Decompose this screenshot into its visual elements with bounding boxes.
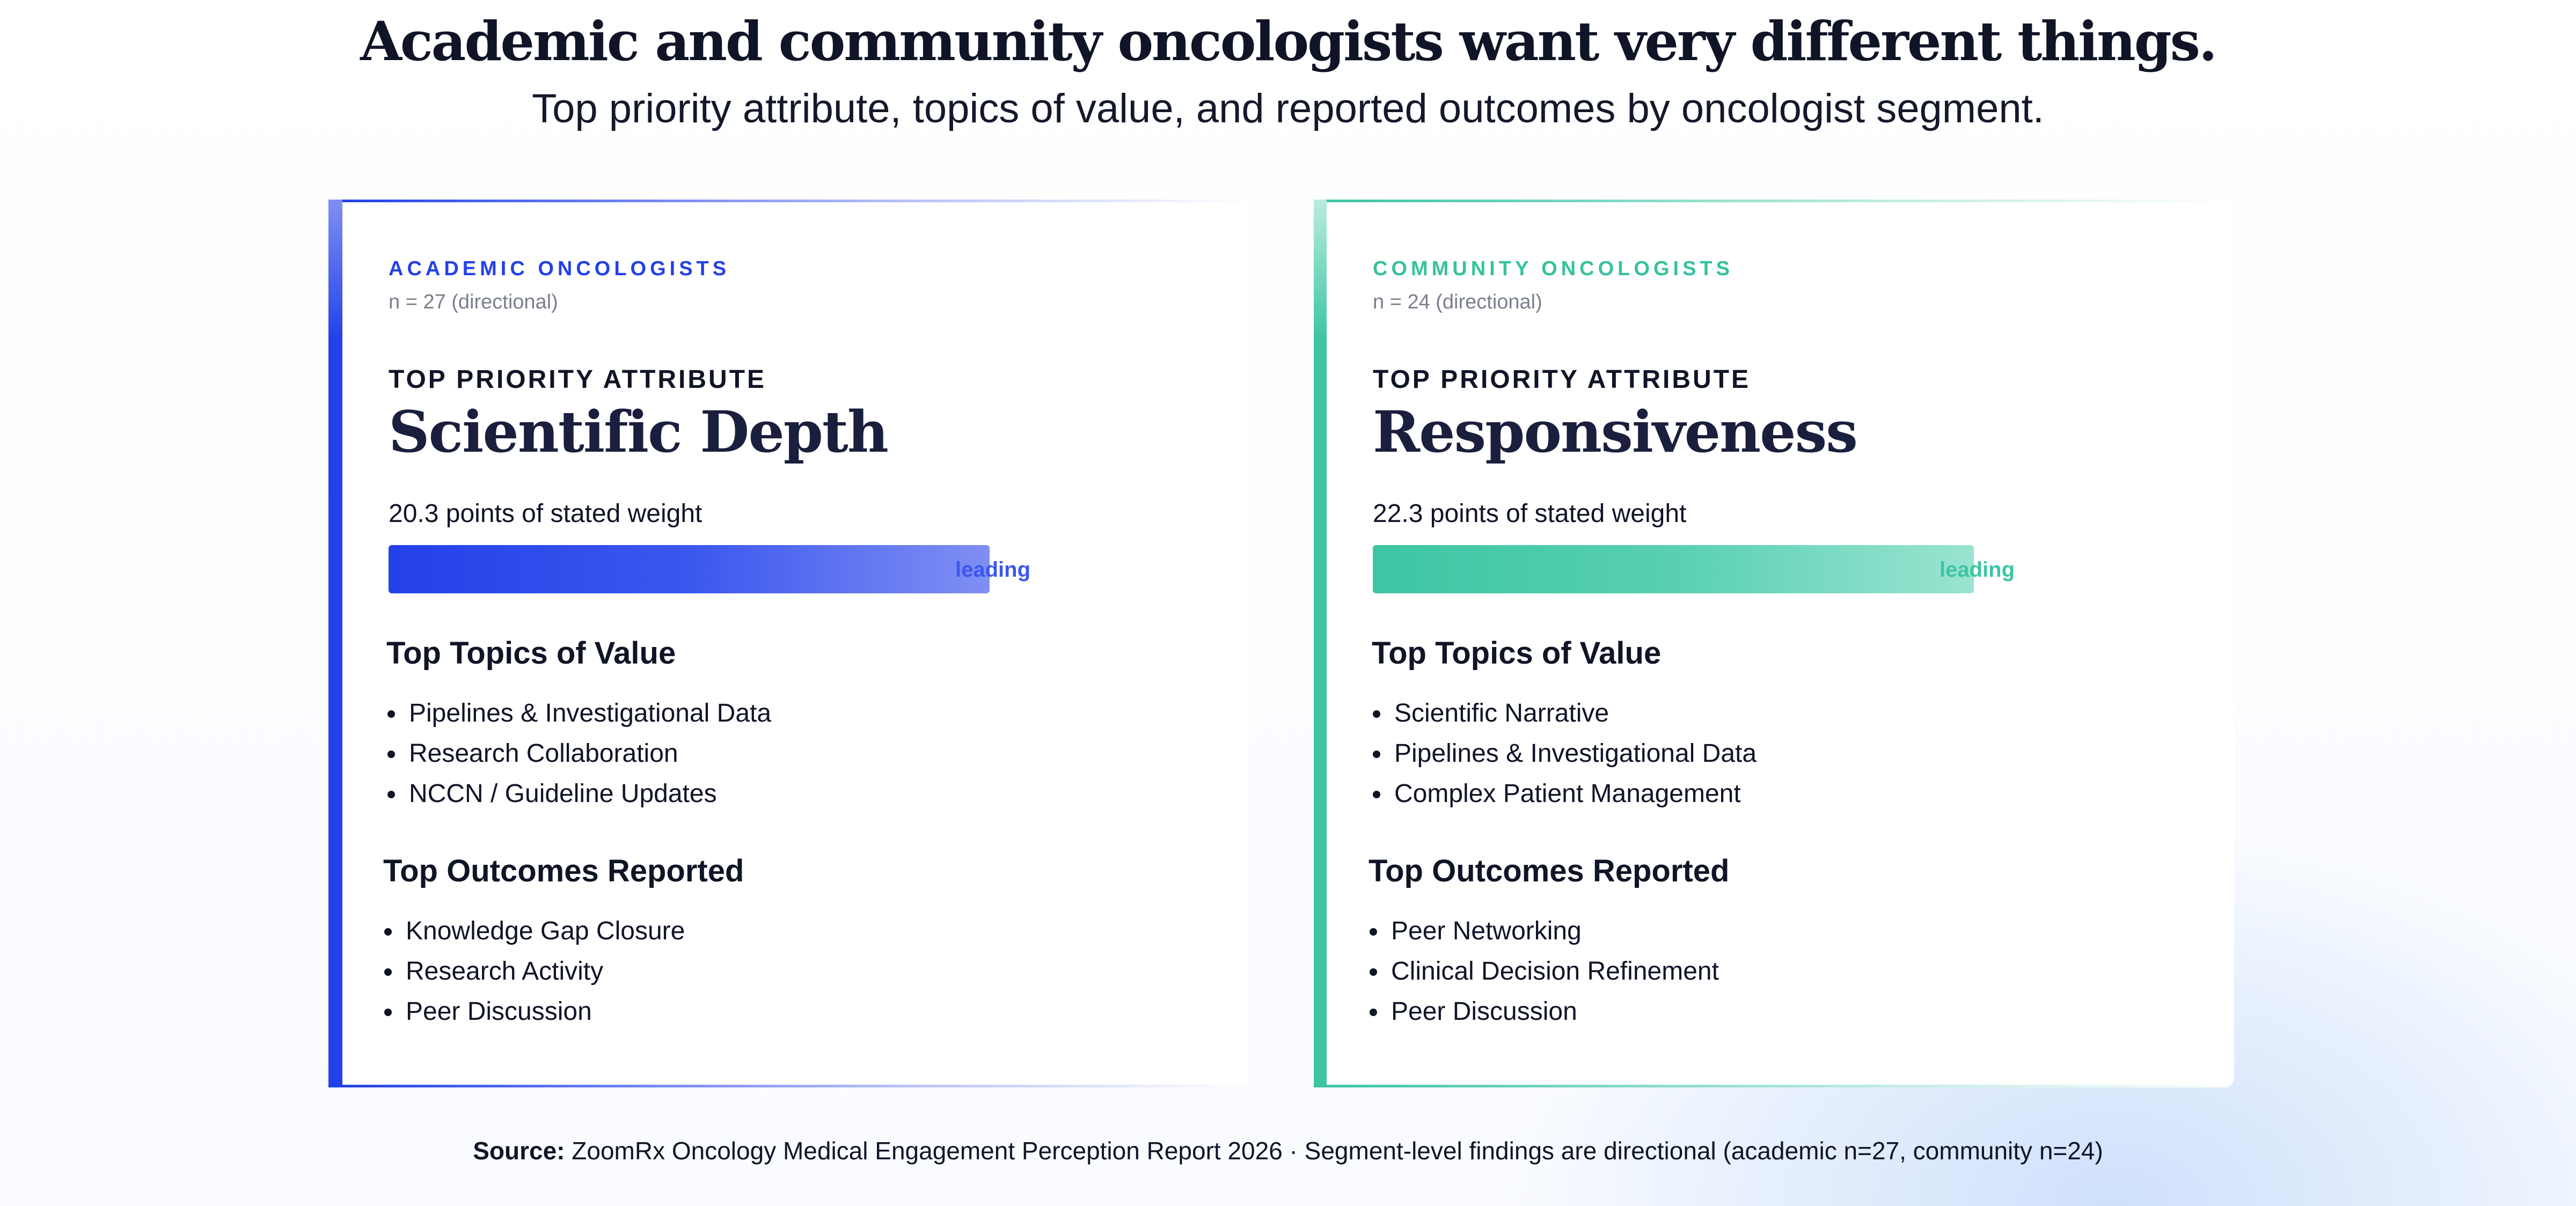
academic-segment-card: ACADEMIC ONCOLOGISTS n = 27 (directional… — [328, 200, 1249, 1087]
source-footer: Source: ZoomRx Oncology Medical Engageme… — [0, 1136, 2576, 1165]
list-item: Research Activity — [383, 951, 685, 991]
outcomes-list: Peer Networking Clinical Decision Refine… — [1368, 911, 1719, 1032]
list-item: Research Collaboration — [386, 733, 771, 774]
segment-sample-size: n = 24 (directional) — [1373, 291, 1542, 313]
list-item: Clinical Decision Refinement — [1368, 951, 1719, 991]
source-label: Source: — [473, 1137, 565, 1165]
segment-label: COMMUNITY ONCOLOGISTS — [1373, 258, 1733, 280]
list-item: Knowledge Gap Closure — [383, 911, 685, 951]
card-accent-edge — [328, 200, 342, 339]
topics-heading: Top Topics of Value — [386, 636, 676, 671]
priority-attribute-label: TOP PRIORITY ATTRIBUTE — [389, 365, 767, 394]
list-item: NCCN / Guideline Updates — [386, 774, 771, 814]
priority-attribute-value: Responsiveness — [1373, 398, 1858, 465]
topics-list: Scientific Narrative Pipelines & Investi… — [1372, 693, 1757, 814]
priority-attribute-label: TOP PRIORITY ATTRIBUTE — [1373, 365, 1751, 394]
stated-weight-text: 22.3 points of stated weight — [1373, 499, 1687, 528]
segment-sample-size: n = 27 (directional) — [389, 291, 558, 313]
list-item: Scientific Narrative — [1372, 693, 1757, 733]
page-subtitle: Top priority attribute, topics of value,… — [532, 86, 2044, 131]
community-segment-card: COMMUNITY ONCOLOGISTS n = 24 (directiona… — [1314, 200, 2234, 1087]
segment-label: ACADEMIC ONCOLOGISTS — [389, 258, 730, 280]
list-item: Peer Networking — [1368, 911, 1719, 951]
list-item: Peer Discussion — [1368, 991, 1719, 1032]
outcomes-list: Knowledge Gap Closure Research Activity … — [383, 911, 685, 1032]
stated-weight-bar-fill — [1373, 545, 1974, 593]
leading-tag: leading — [1940, 558, 2015, 582]
outcomes-heading: Top Outcomes Reported — [383, 854, 744, 888]
list-item: Peer Discussion — [383, 991, 685, 1032]
outcomes-heading: Top Outcomes Reported — [1368, 854, 1730, 888]
stated-weight-bar — [389, 545, 990, 593]
list-item: Pipelines & Investigational Data — [386, 693, 771, 733]
stated-weight-text: 20.3 points of stated weight — [389, 499, 702, 528]
list-item: Complex Patient Management — [1372, 774, 1757, 814]
page-title: Academic and community oncologists want … — [360, 10, 2218, 73]
priority-attribute-value: Scientific Depth — [389, 398, 889, 465]
stated-weight-bar-fill — [389, 545, 990, 593]
topics-list: Pipelines & Investigational Data Researc… — [386, 693, 771, 814]
list-item: Pipelines & Investigational Data — [1372, 733, 1757, 774]
leading-tag: leading — [955, 558, 1031, 582]
stated-weight-bar — [1373, 545, 1974, 593]
topics-heading: Top Topics of Value — [1372, 636, 1662, 671]
source-text: ZoomRx Oncology Medical Engagement Perce… — [572, 1137, 2103, 1165]
card-accent-edge — [1314, 200, 1327, 339]
